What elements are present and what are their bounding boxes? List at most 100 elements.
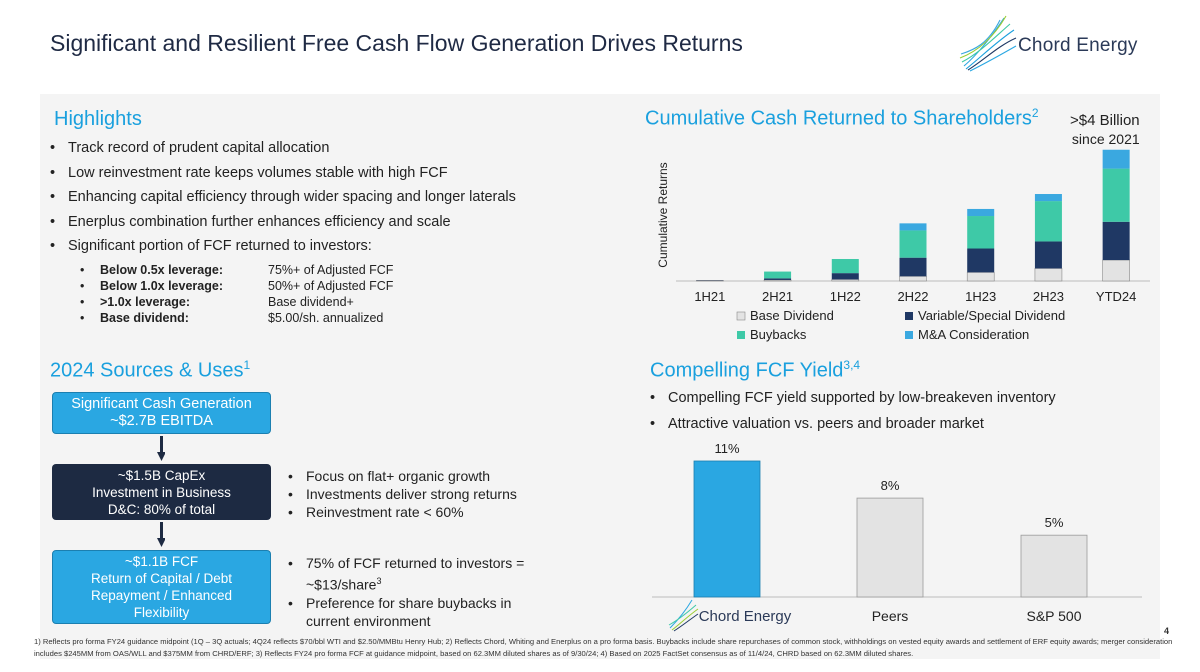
legend-swatch	[905, 312, 913, 320]
bar-segment	[1034, 194, 1062, 202]
leverage-value: 75%+ of Adjusted FCF	[268, 263, 394, 277]
leverage-value: Base dividend+	[268, 295, 354, 309]
highlights-list: Track record of prudent capital allocati…	[50, 138, 516, 261]
logo-text: Chord Energy	[1018, 35, 1138, 56]
legend-label: M&A Consideration	[918, 327, 1029, 342]
leverage-list: Below 0.5x leverage: 75%+ of Adjusted FCF…	[80, 262, 393, 326]
bar-segment	[1102, 149, 1130, 169]
list-item: Reinvestment rate < 60%	[288, 503, 517, 521]
bar-segment	[696, 280, 724, 282]
fcf-notes: 75% of FCF returned to investors = ~$13/s…	[288, 554, 524, 630]
arrow-down-icon	[157, 436, 165, 461]
bar-segment	[899, 223, 927, 231]
x-tick-label: Peers	[872, 608, 909, 624]
leverage-key: Base dividend:	[100, 311, 189, 325]
data-label: 8%	[881, 478, 900, 493]
list-item: Attractive valuation vs. peers and broad…	[650, 414, 1056, 440]
company-logo: Chord Energy	[958, 14, 1168, 72]
bar-segment	[1102, 221, 1130, 261]
box-line: ~$1.1B FCF	[124, 554, 199, 569]
list-item: Below 0.5x leverage: 75%+ of Adjusted FCF	[80, 262, 393, 278]
bar-segment	[1034, 201, 1062, 242]
box-line: D&C: 80% of total	[107, 501, 216, 517]
page-title: Significant and Resilient Free Cash Flow…	[50, 30, 743, 56]
bar-segment	[764, 271, 792, 279]
box-line: Repayment / Enhanced	[90, 588, 233, 603]
bar	[693, 460, 761, 598]
chord-logo-icon	[668, 599, 699, 632]
list-item: 75% of FCF returned to investors = ~$13/s…	[288, 554, 524, 594]
returns-callout: >$4 Billion since 2021	[1070, 112, 1140, 148]
box-line: ~$2.7B EBITDA	[110, 413, 213, 429]
note-line: current environment	[306, 612, 431, 629]
capex-box: ~$1.5B CapEx Investment in Business D&C:…	[52, 464, 271, 520]
bar-segment	[967, 216, 995, 249]
callout-since: since 2021	[1071, 131, 1140, 147]
leverage-key: Below 0.5x leverage:	[100, 263, 223, 277]
x-tick-label: S&P 500	[1026, 608, 1081, 624]
box-line: Return of Capital / Debt	[90, 571, 233, 586]
page-number: 4	[1164, 626, 1170, 636]
leverage-value: 50%+ of Adjusted FCF	[268, 279, 394, 293]
cash-generation-box: Significant Cash Generation ~$2.7B EBITD…	[52, 392, 271, 434]
bar-segment	[967, 248, 995, 273]
bar	[1020, 534, 1088, 598]
x-tick-label: 2H22	[897, 289, 928, 304]
arrow-down-icon	[157, 522, 165, 547]
bar-segment	[1102, 259, 1130, 282]
legend-swatch	[736, 311, 746, 321]
bar-segment	[899, 230, 927, 258]
x-tick-label: 1H22	[830, 289, 861, 304]
box-line: Investment in Business	[92, 484, 231, 500]
note-line: 75% of FCF returned to investors =	[306, 555, 525, 571]
footnote-ref: 1	[243, 358, 251, 372]
data-label: 5%	[1045, 515, 1064, 530]
x-tick-label: 2H23	[1033, 289, 1064, 304]
capex-notes: Focus on flat+ organic growth Investment…	[288, 467, 517, 521]
callout-amount: >$4 Billion	[1070, 112, 1140, 129]
x-tick-label: YTD24	[1096, 289, 1136, 304]
x-tick-label: 1H23	[965, 289, 996, 304]
list-item: Below 1.0x leverage: 50%+ of Adjusted FCF	[80, 278, 393, 294]
legend-swatch	[905, 331, 913, 339]
list-item: Base dividend: $5.00/sh. annualized	[80, 310, 393, 326]
sources-uses-title-text: 2024 Sources & Uses	[50, 359, 244, 382]
leverage-key: Below 1.0x leverage:	[100, 279, 223, 293]
footnote-ref: 3	[376, 576, 382, 586]
fcf-yield-title: Compelling FCF Yield3,4	[650, 358, 860, 383]
fcf-yield-title-text: Compelling FCF Yield	[650, 359, 844, 382]
list-item: Focus on flat+ organic growth	[288, 467, 517, 485]
list-item: >1.0x leverage: Base dividend+	[80, 294, 393, 310]
list-item: Investments deliver strong returns	[288, 485, 517, 503]
legend-label: Buybacks	[750, 327, 807, 342]
fcf-yield-list: Compelling FCF yield supported by low-br…	[650, 388, 1056, 440]
bar-segment	[831, 273, 859, 280]
bar-segment	[1102, 168, 1130, 222]
data-label: 11%	[714, 441, 739, 456]
box-line: Significant Cash Generation	[71, 396, 252, 412]
legend-label: Variable/Special Dividend	[918, 308, 1065, 323]
y-axis-label: Cumulative Returns	[656, 162, 670, 267]
bar-segment	[1034, 241, 1062, 269]
list-item: Compelling FCF yield supported by low-br…	[650, 388, 1056, 414]
legend-swatch	[737, 331, 745, 339]
list-item: Preference for share buybacks incurrent …	[288, 594, 524, 630]
x-tick-label: 1H21	[694, 289, 725, 304]
fcf-box: ~$1.1B FCF Return of Capital / Debt Repa…	[52, 550, 271, 624]
list-item: Enhancing capital efficiency through wid…	[50, 187, 516, 212]
footnote-ref: 2	[1031, 106, 1039, 120]
legend-label: Base Dividend	[750, 308, 834, 323]
leverage-value: $5.00/sh. annualized	[268, 311, 384, 325]
list-item: Significant portion of FCF returned to i…	[50, 236, 516, 261]
bar	[856, 497, 924, 598]
cumulative-title-text: Cumulative Cash Returned to Shareholders	[645, 107, 1032, 130]
x-tick-label: Chord Energy	[699, 608, 792, 625]
x-tick-label: 2H21	[762, 289, 793, 304]
sources-uses-title: 2024 Sources & Uses1	[50, 358, 250, 383]
cumulative-title: Cumulative Cash Returned to Shareholders…	[645, 106, 1039, 131]
box-line: Flexibility	[133, 605, 190, 620]
list-item: Track record of prudent capital allocati…	[50, 138, 516, 163]
bar-segment	[899, 257, 927, 277]
